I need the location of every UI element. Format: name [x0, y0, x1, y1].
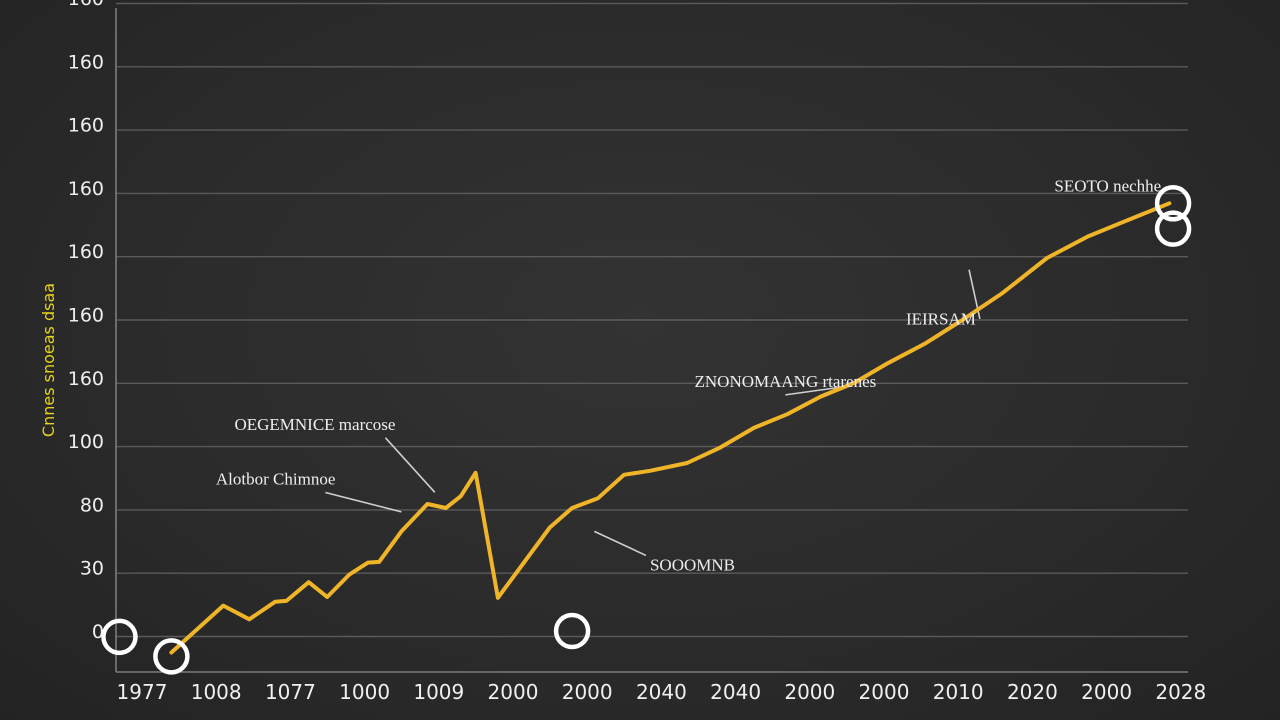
x-tick-label: 1008 [191, 680, 242, 704]
annotation-label: OEGEMNICE marcose [234, 415, 395, 434]
y-tick-labels: 03080100160160160160160160160160 [68, 0, 104, 643]
gridlines [116, 2, 1188, 638]
x-tick-label: 2000 [859, 680, 910, 704]
annotation-leader-line [325, 491, 402, 513]
annotation-leader-lines [325, 269, 981, 557]
marker-circle [553, 612, 591, 650]
y-tick-label: 160 [68, 305, 104, 327]
x-tick-label: 1009 [413, 680, 464, 704]
x-tick-label: 2000 [488, 680, 539, 704]
x-tick-label: 2040 [710, 680, 761, 704]
annotation-leader-line [593, 530, 647, 557]
x-tick-label: 2020 [1007, 680, 1058, 704]
y-tick-label: 0 [92, 621, 104, 643]
y-axis-title: Cnnes snoeas dsaa [39, 283, 58, 437]
y-tick-label: 100 [68, 431, 104, 453]
annotation-label: SEOTO nechhe [1054, 177, 1161, 196]
annotation-leader-line [384, 437, 436, 493]
x-tick-label: 2000 [1081, 680, 1132, 704]
annotation-label: SOOOMNB [650, 555, 735, 574]
x-tick-label: 2028 [1155, 680, 1206, 704]
x-tick-label: 2000 [784, 680, 835, 704]
y-tick-label: 80 [80, 494, 104, 516]
annotation-leader-line [785, 386, 844, 396]
series-line [169, 201, 1172, 655]
axes [115, 8, 1188, 673]
x-tick-label: 2000 [562, 680, 613, 704]
x-tick-label: 1977 [117, 680, 168, 704]
marker-circle [1154, 185, 1192, 222]
highlight-markers [101, 185, 1192, 675]
y-tick-label: 160 [68, 178, 104, 200]
x-tick-labels: 1977 1008 1077 1000 1009 2000 2000 2040 2040 2000… [117, 680, 1207, 704]
y-tick-label: 30 [80, 558, 104, 580]
y-tick-label: 160 [68, 115, 104, 137]
x-tick-label: 1077 [265, 680, 316, 704]
x-tick-label: 1000 [339, 680, 390, 704]
y-tick-label: 160 [68, 0, 104, 10]
annotation-label: IEIRSAM [906, 309, 976, 328]
x-tick-label: 2010 [933, 680, 984, 704]
annotation-label: Alotbor Chimnoe [216, 470, 335, 489]
x-tick-label: 2040 [636, 680, 687, 704]
marker-circle [153, 638, 190, 675]
y-tick-label: 160 [68, 241, 104, 263]
annotation-label: ZNONOMAANG rtarenes [695, 372, 877, 391]
marker-circle [101, 618, 138, 656]
y-tick-label: 160 [68, 51, 104, 73]
y-tick-label: 160 [68, 368, 104, 390]
annotations: SEOTO nechhe IEIRSAM ZNONOMAANG rtarenes OE… [216, 177, 1161, 575]
series-lines [169, 201, 1172, 655]
marker-circle [1154, 210, 1192, 247]
